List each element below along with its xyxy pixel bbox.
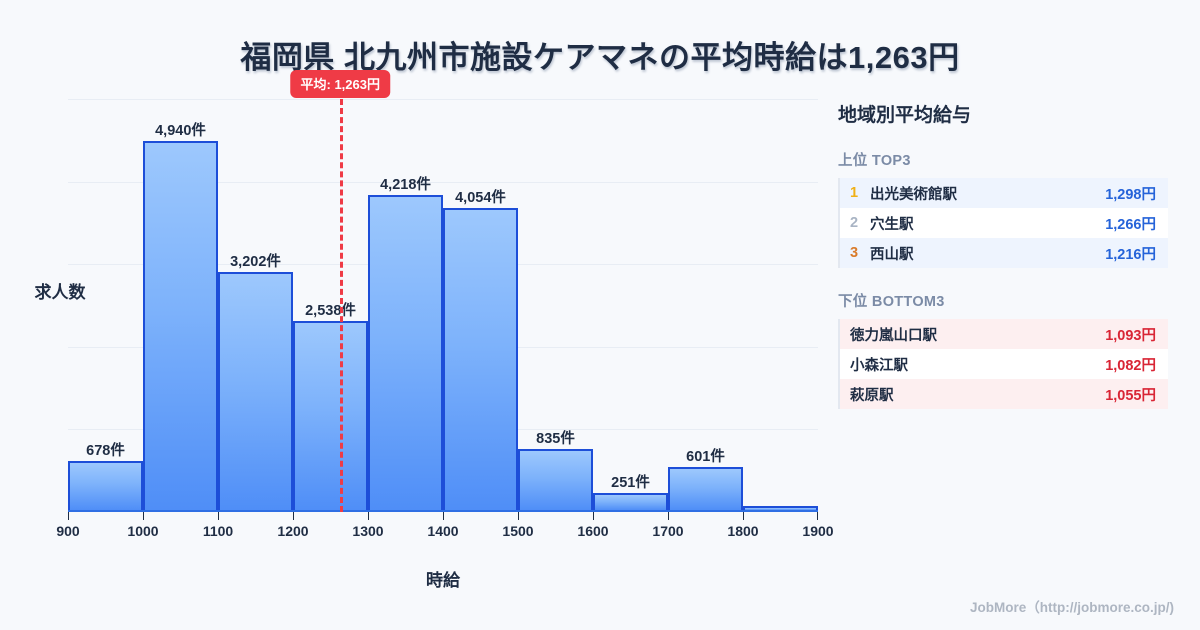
x-tick <box>443 512 444 520</box>
bar-value-label: 4,054件 <box>455 189 506 206</box>
x-tick <box>593 512 594 520</box>
y-axis-title: 求人数 <box>34 283 86 302</box>
gridline <box>68 181 818 183</box>
x-axis-title: 時給 <box>426 571 460 590</box>
bar <box>443 207 518 512</box>
region-salary-panel: 地域別平均給与 上位 TOP3 1 出光美術館駅 1,298円 2 穴生駅 1,266円 3… <box>838 100 1168 431</box>
bar <box>218 271 293 512</box>
x-tick <box>743 512 744 520</box>
bar <box>143 141 218 512</box>
x-tick <box>68 512 69 520</box>
bar-value-label: 835件 <box>536 431 575 448</box>
x-tick <box>668 512 669 520</box>
station-wage: 1,093円 <box>1105 327 1156 344</box>
rank-number: 3 <box>850 245 859 261</box>
x-tick <box>293 512 294 520</box>
bottom3-row[interactable]: 小森江駅 1,082円 <box>840 349 1168 379</box>
x-tick-label: 1200 <box>277 523 309 539</box>
x-tick <box>817 512 818 520</box>
top3-heading: 上位 TOP3 <box>838 153 911 169</box>
station-wage: 1,216円 <box>1105 246 1156 263</box>
x-tick-label: 1000 <box>127 523 159 539</box>
histogram-chart: 求人数 678件 4,940件 3,202件 2,538件 4,218件 4,054件 83… <box>34 70 834 590</box>
station-name: 西山駅 <box>870 246 914 263</box>
bar-value-label: 601件 <box>686 448 725 465</box>
bottom3-heading: 下位 BOTTOM3 <box>838 294 945 310</box>
bar-value-label: 4,218件 <box>380 177 431 194</box>
top3-row[interactable]: 2 穴生駅 1,266円 <box>840 208 1168 238</box>
bar-value-label: 2,538件 <box>305 303 356 320</box>
station-name: 小森江駅 <box>850 357 908 374</box>
x-tick-label: 1100 <box>202 523 234 539</box>
rank-number: 1 <box>850 185 859 201</box>
x-tick <box>218 512 219 520</box>
station-wage: 1,082円 <box>1105 357 1156 374</box>
x-tick <box>518 512 519 520</box>
average-line <box>340 99 344 512</box>
top3-list: 1 出光美術館駅 1,298円 2 穴生駅 1,266円 3 西山駅 1,216円 <box>838 178 1168 268</box>
plot-area: 678件 4,940件 3,202件 2,538件 4,218件 4,054件 835件 25… <box>56 70 834 539</box>
bar-series: 678件 4,940件 3,202件 2,538件 4,218件 4,054件 835件 25… <box>68 99 818 512</box>
bottom3-row[interactable]: 徳力嵐山口駅 1,093円 <box>840 319 1168 349</box>
average-badge: 平均: 1,263円 <box>290 70 390 98</box>
rank-number: 2 <box>850 215 859 231</box>
station-name: 萩原駅 <box>850 387 894 404</box>
page-title: 福岡県 北九州市施設ケアマネの平均時給は1,263円 <box>240 40 960 75</box>
gridline <box>68 99 818 100</box>
bar-value-label: 251件 <box>611 475 650 492</box>
x-tick-label: 900 <box>56 523 80 539</box>
x-tick-label: 1300 <box>352 523 384 539</box>
bar-value-label: 3,202件 <box>230 253 281 270</box>
bar <box>518 449 593 512</box>
bar-value-label: 678件 <box>86 443 125 460</box>
bar <box>368 195 443 512</box>
x-tick-label: 1400 <box>427 523 459 539</box>
top3-row[interactable]: 3 西山駅 1,216円 <box>840 238 1168 268</box>
bar <box>293 321 368 512</box>
watermark: JobMore（http://jobmore.co.jp/) <box>970 600 1174 615</box>
x-axis-line <box>68 510 818 512</box>
station-wage: 1,266円 <box>1105 216 1156 233</box>
x-tick <box>143 512 144 520</box>
x-tick-label: 1600 <box>577 523 609 539</box>
bar-value-label: 4,940件 <box>155 123 206 140</box>
bar <box>68 461 143 512</box>
panel-title: 地域別平均給与 <box>838 105 972 126</box>
station-wage: 1,298円 <box>1105 186 1156 203</box>
station-name: 出光美術館駅 <box>870 186 957 203</box>
bottom3-row[interactable]: 萩原駅 1,055円 <box>840 379 1168 409</box>
station-name: 穴生駅 <box>870 216 914 233</box>
x-tick-label: 1500 <box>502 523 534 539</box>
x-tick-label: 1800 <box>727 523 759 539</box>
x-tick <box>368 512 369 520</box>
top3-row[interactable]: 1 出光美術館駅 1,298円 <box>840 178 1168 208</box>
bottom3-list: 徳力嵐山口駅 1,093円小森江駅 1,082円萩原駅 1,055円 <box>838 319 1168 409</box>
x-tick-label: 1900 <box>802 523 834 539</box>
bar <box>668 466 743 512</box>
station-name: 徳力嵐山口駅 <box>850 327 937 344</box>
station-wage: 1,055円 <box>1105 387 1156 404</box>
x-tick-label: 1700 <box>652 523 684 539</box>
